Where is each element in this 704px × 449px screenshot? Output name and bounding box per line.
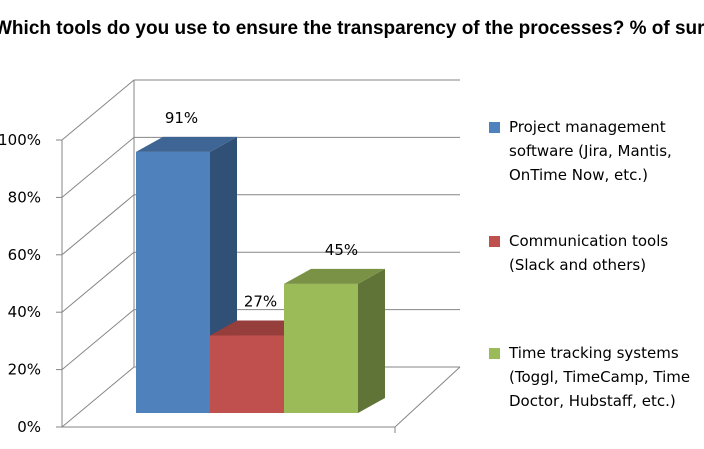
bar-top	[284, 268, 385, 284]
bar-3	[284, 268, 385, 413]
legend-label: Doctor, Hubstaff, etc.)	[509, 392, 676, 410]
chart-title: Which tools do you use to ensure the tra…	[0, 18, 704, 39]
legend-label: (Toggl, TimeCamp, Time	[509, 368, 690, 386]
legend-label: software (Jira, Mantis,	[509, 142, 672, 160]
floor-right-edge	[394, 366, 461, 428]
legend-swatch	[489, 122, 500, 133]
legend-label: Time tracking systems	[508, 344, 679, 362]
data-label: 27%	[244, 293, 277, 311]
side-wall-gridline	[61, 251, 135, 313]
bar-side	[358, 268, 385, 413]
side-wall-gridline	[61, 137, 135, 198]
side-wall-gridline	[61, 194, 135, 256]
bar-top	[136, 136, 237, 152]
legend: Project management software (Jira, Mantis…	[489, 118, 690, 410]
legend-label: (Slack and others)	[509, 256, 646, 274]
y-tick-label: 20%	[8, 361, 41, 379]
y-tick-label: 60%	[8, 246, 41, 264]
legend-label: Project management	[509, 118, 666, 136]
bar-front	[284, 283, 358, 413]
legend-swatch	[489, 348, 500, 359]
y-tick-label: 40%	[8, 303, 41, 321]
legend-item: Time tracking systems (Toggl, TimeCamp, T…	[489, 344, 690, 410]
data-label: 91%	[165, 109, 198, 127]
y-tick-label: 80%	[8, 188, 41, 206]
y-tick-label: 0%	[17, 418, 41, 436]
legend-item: Project management software (Jira, Mantis…	[489, 118, 672, 184]
legend-item: Communication tools (Slack and others)	[489, 232, 668, 274]
y-axis: 0% 20% 40% 60% 80% 100%	[0, 131, 396, 436]
y-tick-label: 100%	[0, 131, 41, 149]
side-wall-gridline	[61, 79, 135, 141]
legend-label: Communication tools	[509, 232, 668, 250]
legend-swatch	[489, 236, 500, 247]
bar-front	[136, 151, 210, 413]
data-labels: 91% 27% 45%	[165, 109, 358, 311]
legend-label: OnTime Now, etc.)	[509, 166, 648, 184]
bar-front	[210, 335, 284, 413]
bars	[136, 136, 385, 413]
side-wall-gridline	[61, 309, 135, 370]
side-wall-gridline	[61, 366, 135, 428]
data-label: 45%	[325, 241, 358, 259]
